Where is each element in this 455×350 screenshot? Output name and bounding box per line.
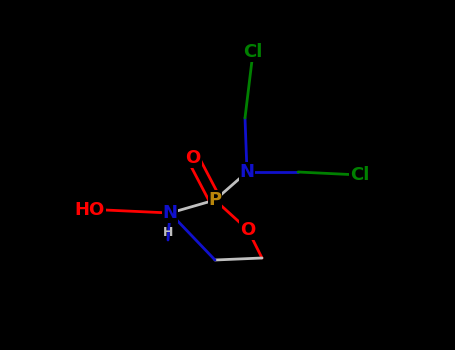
Text: Cl: Cl bbox=[243, 43, 263, 61]
Text: O: O bbox=[185, 149, 201, 167]
Text: HO: HO bbox=[75, 201, 105, 219]
Text: H: H bbox=[162, 226, 173, 239]
Text: N: N bbox=[239, 163, 254, 181]
Text: Cl: Cl bbox=[350, 166, 369, 184]
Text: P: P bbox=[208, 191, 222, 209]
Text: O: O bbox=[240, 221, 256, 239]
Text: N: N bbox=[162, 204, 177, 222]
